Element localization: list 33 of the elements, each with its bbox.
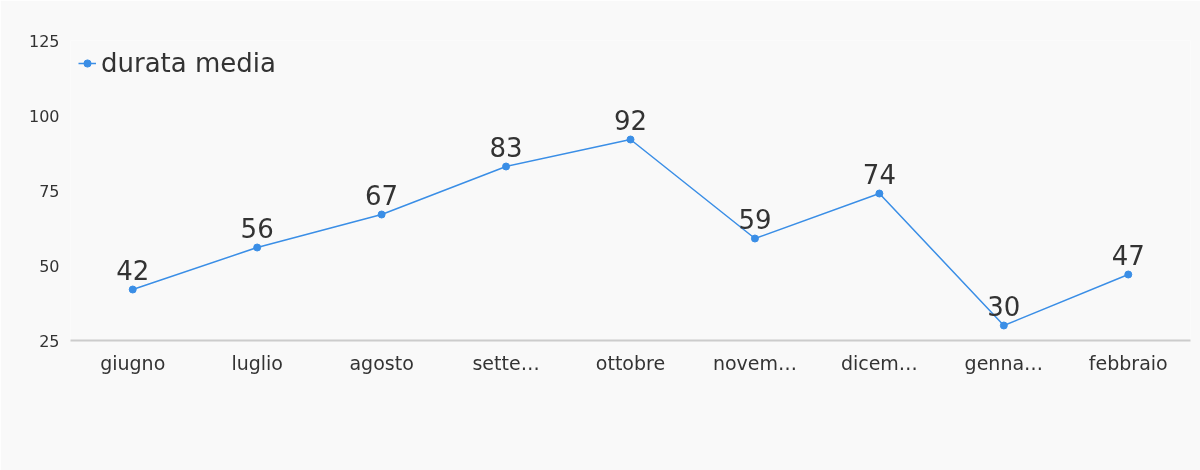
data-label: 47 (1111, 240, 1145, 271)
y-tick-label: 100 (28, 106, 60, 126)
y-tick-label: 50 (39, 256, 60, 276)
point (1124, 270, 1133, 279)
point (502, 162, 511, 171)
data-label: 59 (738, 204, 772, 235)
y-tick-label: 75 (39, 181, 60, 201)
point (999, 321, 1008, 330)
y-tick-label: 25 (39, 331, 60, 351)
point (750, 234, 759, 243)
y-tick-label: 125 (28, 31, 60, 51)
point (377, 210, 386, 219)
x-tick-label: agosto (349, 351, 414, 374)
x-tick-label: giugno (100, 351, 166, 374)
data-label: 42 (116, 255, 150, 286)
x-tick-label: dicem… (840, 351, 918, 374)
x-tick-label: genna… (964, 351, 1044, 374)
x-tick-label: luglio (231, 351, 283, 374)
x-tick-label: ottobre (595, 351, 666, 374)
x-tick-label: sette… (472, 351, 540, 374)
data-label: 30 (987, 291, 1021, 322)
x-tick-label: febbraio (1088, 351, 1168, 374)
data-label: 83 (489, 132, 523, 163)
data-label: 67 (365, 180, 399, 211)
point (626, 135, 635, 144)
legend-label: durata media (101, 48, 276, 78)
point (128, 285, 137, 294)
point (875, 189, 884, 198)
data-label: 56 (240, 213, 274, 244)
data-label: 92 (613, 105, 648, 136)
point (253, 243, 262, 252)
x-tick-label: novem… (712, 351, 797, 374)
data-label: 74 (862, 159, 896, 190)
